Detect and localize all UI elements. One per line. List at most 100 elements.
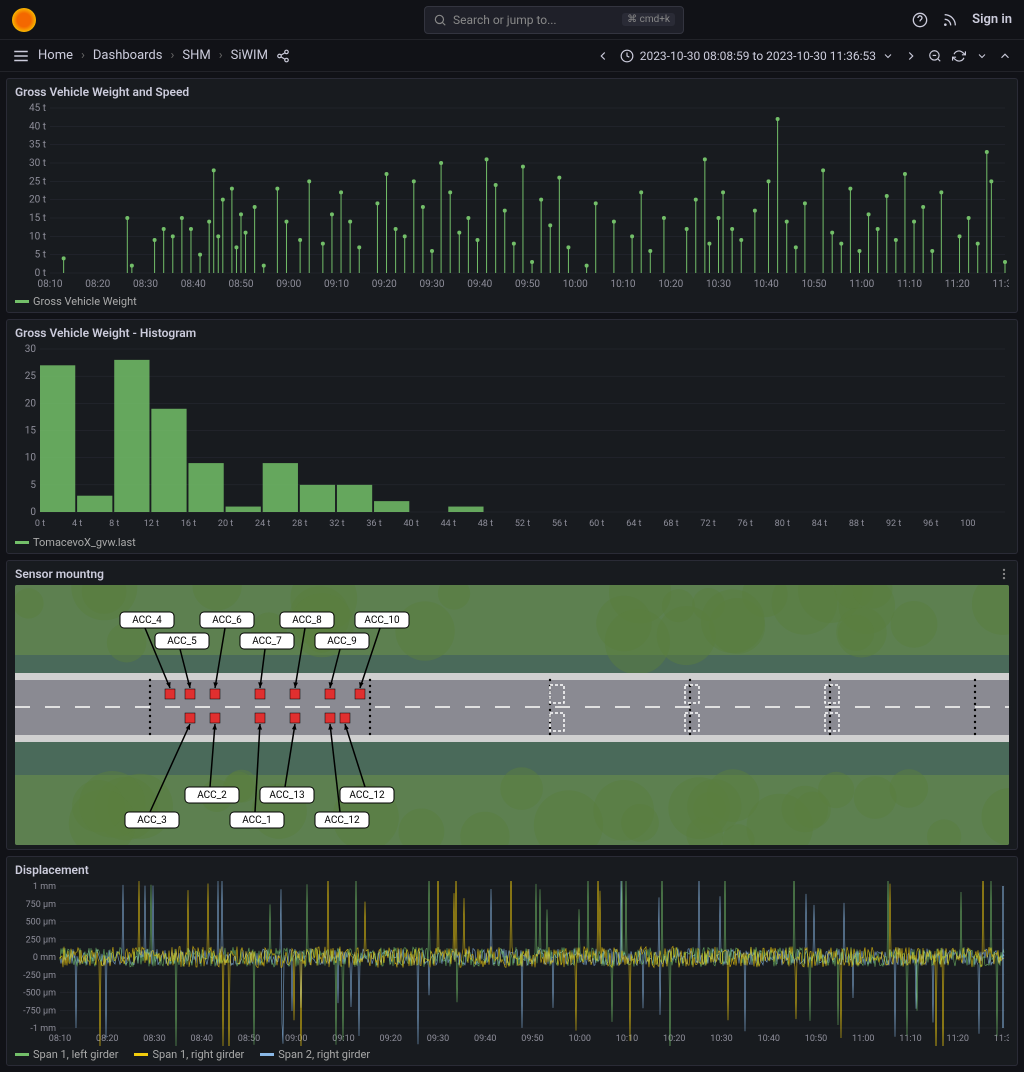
svg-text:09:40: 09:40 — [467, 279, 492, 290]
svg-text:-250 µm: -250 µm — [23, 971, 56, 981]
rss-icon[interactable] — [942, 12, 958, 28]
svg-text:11:20: 11:20 — [945, 279, 970, 290]
svg-text:250 µm: 250 µm — [26, 935, 57, 945]
svg-text:8 t: 8 t — [109, 519, 119, 529]
legend-swatch — [15, 1053, 29, 1056]
grafana-logo[interactable] — [12, 8, 36, 32]
gvw-histogram-chart[interactable]: 0510152025300 t4 t8 t12 t16 t20 t24 t28 … — [15, 344, 1009, 534]
legend-item[interactable]: Span 2, right girder — [260, 1048, 370, 1061]
panel-title: Gross Vehicle Weight - Histogram — [15, 326, 1009, 340]
help-icon[interactable] — [912, 12, 928, 28]
displacement-chart[interactable]: 1 mm750 µm500 µm250 µm0 mm-250 µm-500 µm… — [15, 881, 1009, 1046]
panel-displacement: Displacement 1 mm750 µm500 µm250 µm0 mm-… — [6, 856, 1018, 1066]
chevron-left-icon[interactable] — [596, 49, 610, 63]
svg-text:08:10: 08:10 — [38, 279, 63, 290]
svg-text:750 µm: 750 µm — [26, 900, 57, 910]
svg-text:30 t: 30 t — [29, 158, 46, 169]
legend-item[interactable]: Span 1, left girder — [15, 1048, 118, 1061]
svg-text:0 t: 0 t — [35, 268, 46, 279]
breadcrumb-dashboards[interactable]: Dashboards — [93, 48, 163, 63]
panel1-legend: Gross Vehicle Weight — [15, 295, 1009, 308]
svg-text:10:50: 10:50 — [802, 279, 827, 290]
svg-text:15: 15 — [25, 426, 37, 437]
svg-text:4 t: 4 t — [72, 519, 82, 529]
panel-sensor-mounting: Sensor mountng ACC_4ACC_6ACC_8ACC_10ACC_… — [6, 560, 1018, 850]
svg-text:ACC_4: ACC_4 — [132, 615, 162, 626]
svg-text:96 t: 96 t — [923, 519, 938, 529]
svg-text:30: 30 — [25, 344, 37, 355]
legend-item[interactable]: Span 1, right girder — [134, 1048, 244, 1061]
panel4-legend: Span 1, left girder Span 1, right girder S… — [15, 1048, 1009, 1061]
svg-text:48 t: 48 t — [478, 519, 493, 529]
panel-gvw-histogram: Gross Vehicle Weight - Histogram 0510152… — [6, 319, 1018, 554]
svg-text:ACC_12: ACC_12 — [349, 790, 385, 801]
svg-text:10:00: 10:00 — [569, 1034, 591, 1044]
svg-text:11:00: 11:00 — [852, 1034, 874, 1044]
time-range-text: 2023-10-30 08:08:59 to 2023-10-30 11:36:… — [640, 49, 876, 63]
chevron-right-icon[interactable] — [904, 49, 918, 63]
svg-text:1 mm: 1 mm — [33, 882, 56, 892]
svg-text:500 µm: 500 µm — [26, 918, 57, 928]
navbar-right: 2023-10-30 08:08:59 to 2023-10-30 11:36:… — [596, 49, 1012, 63]
svg-text:ACC_2: ACC_2 — [197, 790, 227, 801]
svg-text:ACC_8: ACC_8 — [292, 615, 322, 626]
time-range-picker[interactable]: 2023-10-30 08:08:59 to 2023-10-30 11:36:… — [620, 49, 894, 63]
topbar: Search or jump to... ⌘ cmd+k Sign in — [0, 0, 1024, 40]
legend-item[interactable]: Gross Vehicle Weight — [15, 295, 137, 308]
breadcrumb-siwim[interactable]: SiWIM — [231, 48, 268, 63]
svg-text:10:20: 10:20 — [658, 279, 683, 290]
refresh-icon[interactable] — [952, 49, 966, 63]
breadcrumb-home[interactable]: Home — [38, 48, 73, 63]
legend-item[interactable]: TomacevoX_gvw.last — [15, 536, 136, 549]
svg-text:68 t: 68 t — [663, 519, 678, 529]
svg-text:10:20: 10:20 — [663, 1034, 685, 1044]
svg-text:-750 µm: -750 µm — [23, 1006, 56, 1016]
svg-text:ACC_1: ACC_1 — [242, 815, 272, 826]
expand-icon[interactable] — [998, 49, 1012, 63]
sensor-map: ACC_4ACC_6ACC_8ACC_10ACC_5ACC_7ACC_9ACC_… — [15, 585, 1009, 845]
svg-text:64 t: 64 t — [626, 519, 641, 529]
breadcrumb-sep: › — [81, 48, 85, 63]
svg-text:72 t: 72 t — [700, 519, 715, 529]
svg-text:08:50: 08:50 — [229, 279, 254, 290]
signin-link[interactable]: Sign in — [972, 12, 1012, 27]
svg-text:09:50: 09:50 — [515, 279, 540, 290]
svg-text:10: 10 — [25, 453, 37, 464]
svg-text:84 t: 84 t — [812, 519, 827, 529]
svg-text:32 t: 32 t — [329, 519, 344, 529]
search-input[interactable]: Search or jump to... ⌘ cmd+k — [424, 6, 684, 34]
share-icon[interactable] — [276, 49, 290, 63]
svg-text:08:20: 08:20 — [96, 1034, 118, 1044]
chevron-down-icon[interactable] — [976, 50, 988, 62]
svg-text:20 t: 20 t — [218, 519, 233, 529]
kbd-hint: ⌘ cmd+k — [622, 13, 675, 26]
svg-text:36 t: 36 t — [366, 519, 381, 529]
svg-text:76 t: 76 t — [738, 519, 753, 529]
svg-text:92 t: 92 t — [886, 519, 901, 529]
search-placeholder: Search or jump to... — [453, 13, 557, 27]
svg-text:09:50: 09:50 — [521, 1034, 543, 1044]
svg-text:09:10: 09:10 — [324, 279, 349, 290]
svg-text:15 t: 15 t — [29, 213, 46, 224]
gvw-lollipop-chart[interactable]: 0 t5 t10 t15 t20 t25 t30 t35 t40 t45 t08… — [15, 103, 1009, 293]
svg-text:10:10: 10:10 — [611, 279, 636, 290]
svg-text:16 t: 16 t — [181, 519, 196, 529]
sensor-image-container[interactable]: ACC_4ACC_6ACC_8ACC_10ACC_5ACC_7ACC_9ACC_… — [15, 585, 1009, 845]
svg-text:10:30: 10:30 — [710, 1034, 732, 1044]
menu-icon[interactable] — [12, 47, 30, 65]
panel-gvw-speed: Gross Vehicle Weight and Speed 0 t5 t10 … — [6, 78, 1018, 313]
panel-menu-icon[interactable] — [997, 567, 1011, 581]
svg-text:10:40: 10:40 — [758, 1034, 780, 1044]
breadcrumb-shm[interactable]: SHM — [182, 48, 210, 63]
legend-label: TomacevoX_gvw.last — [33, 536, 136, 549]
zoom-out-icon[interactable] — [928, 49, 942, 63]
svg-text:56 t: 56 t — [552, 519, 567, 529]
svg-text:ACC_6: ACC_6 — [212, 615, 242, 626]
svg-text:11:20: 11:20 — [947, 1034, 969, 1044]
svg-text:ACC_3: ACC_3 — [137, 815, 167, 826]
svg-text:0 t: 0 t — [35, 519, 45, 529]
svg-text:11:10: 11:10 — [897, 279, 922, 290]
svg-text:10:00: 10:00 — [563, 279, 588, 290]
legend-swatch — [15, 300, 29, 303]
svg-text:09:20: 09:20 — [372, 279, 397, 290]
